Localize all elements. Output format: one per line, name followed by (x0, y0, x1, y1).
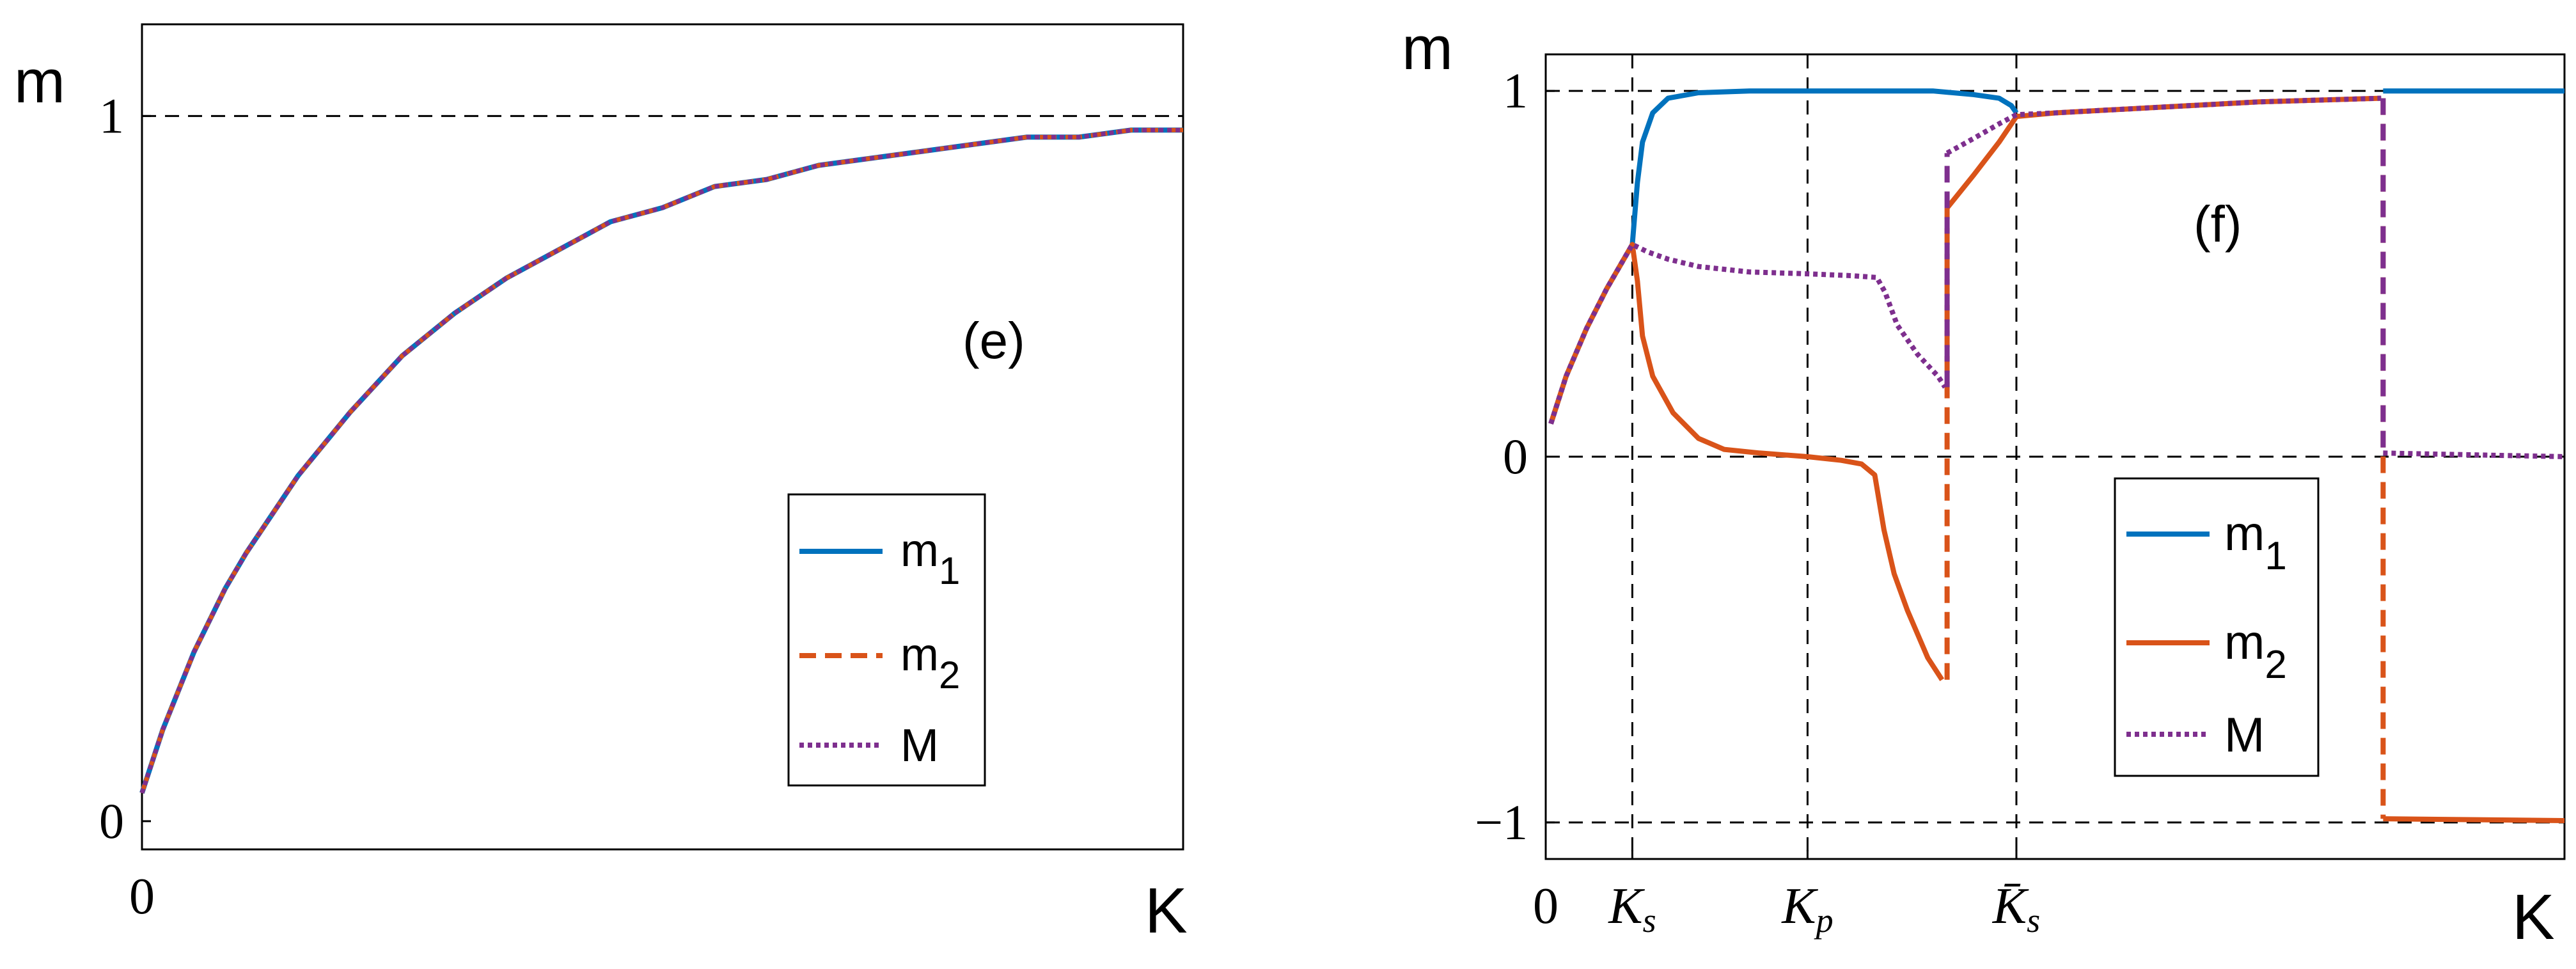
y-tick-label: 1 (99, 88, 124, 143)
series-M-dotted-segment (2383, 450, 2565, 459)
x-tick-label: Ks (1608, 878, 1656, 940)
panel-f-xlabel: K (2512, 881, 2555, 953)
legend-f-M-label: M (2224, 708, 2265, 762)
panel-e-label: (e) (962, 312, 1025, 369)
legend-e-m2-label: m2 (900, 629, 960, 697)
x-tick-label: 0 (1533, 878, 1559, 934)
panel-e: m K (e) 0 1 0 m1 m2 M (14, 23, 1188, 947)
legend-e-M-label: M (900, 720, 939, 771)
series-m2-solid-segment (1945, 95, 2382, 210)
series-m2-solid-segment (2383, 816, 2565, 823)
panel-e-legend-box (787, 493, 986, 787)
series-m1-line (139, 127, 1183, 794)
panel-e-axes-frame (141, 23, 1184, 851)
panel-f-label: (f) (2194, 196, 2242, 253)
series-m2-line (139, 127, 1183, 794)
y-tick-label: 0 (99, 793, 124, 849)
x-tick-label: K̄s (1992, 878, 2040, 940)
panel-e-legend: m1 m2 M (787, 493, 986, 787)
series-M-dotted-segment (1548, 242, 1947, 425)
series-M-line (139, 127, 1183, 794)
panel-f-legend-box (2114, 477, 2320, 777)
y-tick-label: 0 (1503, 429, 1528, 484)
x-tick-label: Kp (1781, 878, 1833, 940)
legend-f-m1-label: m1 (2224, 507, 2287, 578)
panel-e-ylabel: m (14, 47, 65, 116)
legend-f-m2-label: m2 (2224, 615, 2287, 687)
series-M-dotted-segment (1945, 95, 2382, 155)
panel-e-xlabel: K (1145, 875, 1188, 947)
panel-e-ticks: 0 1 0 (99, 88, 155, 925)
panel-f-plot-area (1544, 53, 2566, 860)
panel-e-plot-area (139, 23, 1184, 851)
y-tick-label: 1 (1503, 63, 1528, 118)
series-m2-solid-segment (1548, 242, 1945, 681)
panel-f-legend: m1 m2 M (2114, 477, 2320, 777)
y-tick-label: −1 (1475, 794, 1528, 850)
x-tick-label: 0 (129, 869, 155, 925)
legend-e-m1-label: m1 (900, 525, 960, 592)
panel-f-ylabel: m (1402, 14, 1453, 83)
